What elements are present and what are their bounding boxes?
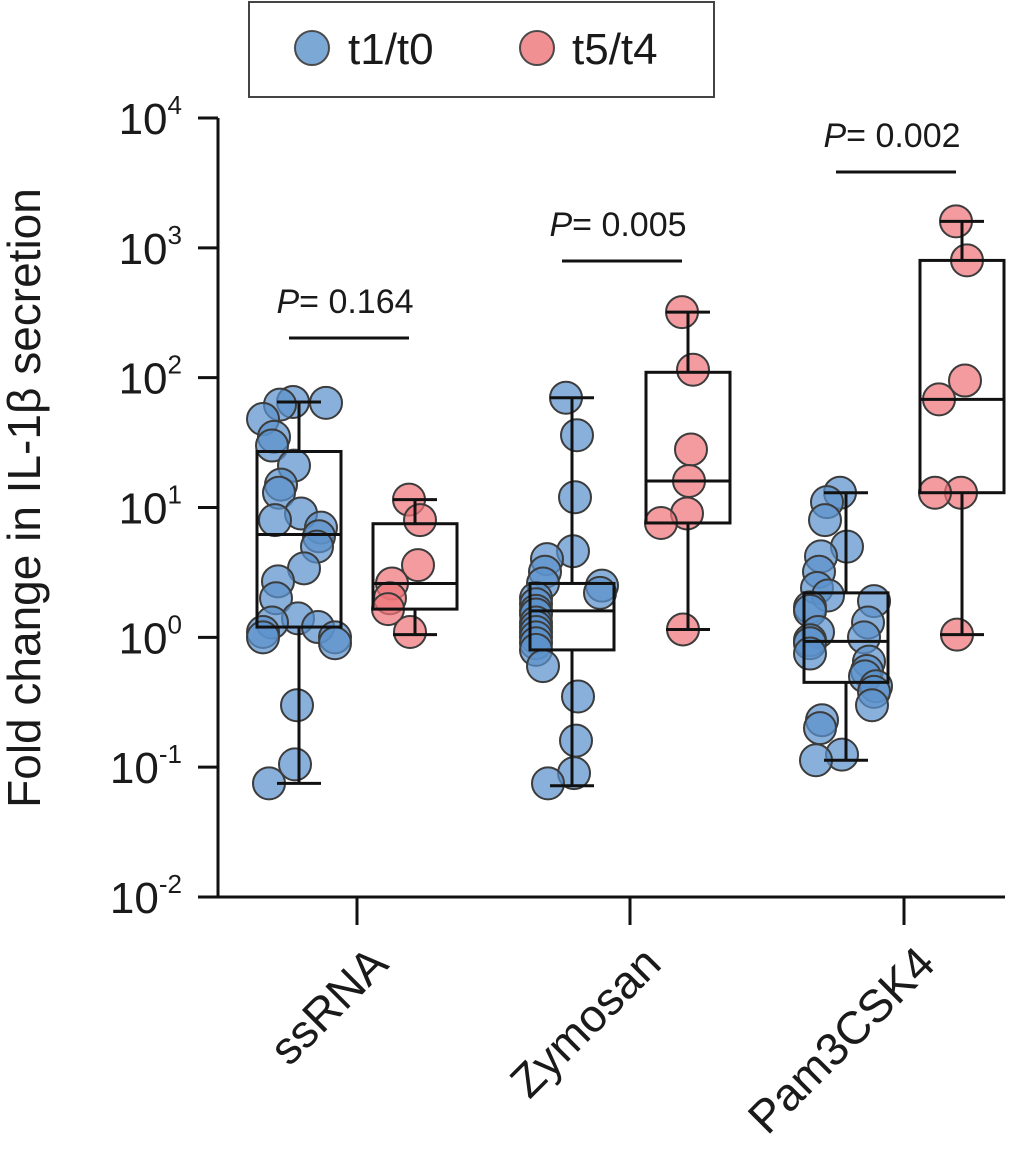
- data-point: [280, 688, 314, 723]
- legend: t1/t0 t5/t4: [248, 1, 715, 98]
- y-tick-5: 10-1: [110, 739, 218, 793]
- data-point: [278, 747, 312, 782]
- y-tick-label: 10-1: [110, 739, 182, 793]
- y-tick-label: 102: [119, 350, 182, 404]
- box-ssrna-t5-t4: [371, 482, 459, 649]
- box-iqr: [371, 522, 459, 611]
- legend-marker-t1-t0: [294, 30, 330, 66]
- beta-symbol: β: [0, 388, 50, 414]
- y-tick-4: 100: [119, 609, 218, 663]
- box-pam3csk4-t1-t0: [793, 475, 893, 778]
- x-category-zymosan: Zymosan: [500, 897, 671, 1108]
- data-point: [803, 711, 837, 746]
- box-iqr: [255, 449, 343, 629]
- box-zymosan-t1-t0: [519, 380, 619, 801]
- plot-area: [246, 204, 1006, 801]
- y-tick-1: 103: [119, 220, 218, 274]
- box-iqr: [918, 258, 1006, 495]
- y-axis-title: Fold change in IL-1β secretion: [0, 188, 50, 808]
- legend-label-t5-t4: t5/t4: [572, 25, 658, 74]
- significance-annotations: P= 0.164 P= 0.005 P= 0.002: [276, 117, 961, 340]
- x-category-ssrna: ssRNA: [259, 897, 398, 1075]
- x-tick-label: Zymosan: [500, 937, 671, 1108]
- y-tick-label: 10-2: [110, 869, 182, 923]
- data-point: [318, 626, 352, 661]
- data-point: [558, 480, 592, 515]
- x-tick-label: Pam3CSK4: [738, 937, 945, 1144]
- data-point: [793, 636, 827, 671]
- data-point: [583, 575, 617, 610]
- x-tick-label: ssRNA: [259, 936, 397, 1074]
- box-ssrna-t1-t0: [246, 384, 352, 801]
- legend-label-t1-t0: t1/t0: [348, 25, 434, 74]
- p-value-label: P= 0.002: [823, 117, 960, 155]
- p-value-label: P= 0.164: [276, 283, 413, 321]
- data-point: [561, 679, 595, 714]
- box-iqr: [802, 591, 890, 684]
- data-point: [808, 503, 842, 538]
- data-point: [393, 614, 427, 649]
- data-point: [676, 352, 710, 387]
- y-tick-label: 104: [119, 90, 182, 144]
- data-point: [526, 649, 560, 684]
- data-point: [258, 503, 292, 538]
- y-tick-label: 103: [119, 220, 182, 274]
- data-point: [403, 503, 437, 538]
- x-category-pam3csk4: Pam3CSK4: [738, 897, 945, 1144]
- x-categories: ssRNA Zymosan Pam3CSK4: [259, 897, 944, 1143]
- data-point: [559, 723, 593, 758]
- data-point: [674, 432, 708, 467]
- y-ticks: 104 103 102 101 100 10-1 10-2: [110, 90, 218, 923]
- significance-zymosan: P= 0.005: [549, 206, 687, 263]
- box-iqr: [528, 581, 616, 652]
- box-zymosan-t5-t4: [644, 295, 732, 647]
- legend-marker-t5-t4: [519, 30, 555, 66]
- data-point: [246, 620, 280, 655]
- data-point: [401, 548, 435, 583]
- significance-pam3csk4: P= 0.002: [823, 117, 961, 174]
- y-tick-3: 101: [119, 480, 218, 534]
- data-point: [948, 363, 982, 398]
- data-point: [855, 688, 889, 723]
- y-tick-label: 100: [119, 609, 182, 663]
- y-tick-label: 101: [119, 480, 182, 534]
- data-point: [531, 766, 565, 801]
- y-tick-6: 10-2: [110, 869, 218, 923]
- significance-ssrna: P= 0.164: [276, 283, 414, 340]
- box-pam3csk4-t5-t4: [918, 204, 1006, 652]
- y-tick-2: 102: [119, 350, 218, 404]
- p-value-label: P= 0.005: [549, 206, 686, 244]
- box-iqr: [644, 370, 732, 525]
- data-point: [255, 428, 289, 463]
- data-point: [560, 418, 594, 453]
- y-tick-0: 104: [119, 90, 218, 144]
